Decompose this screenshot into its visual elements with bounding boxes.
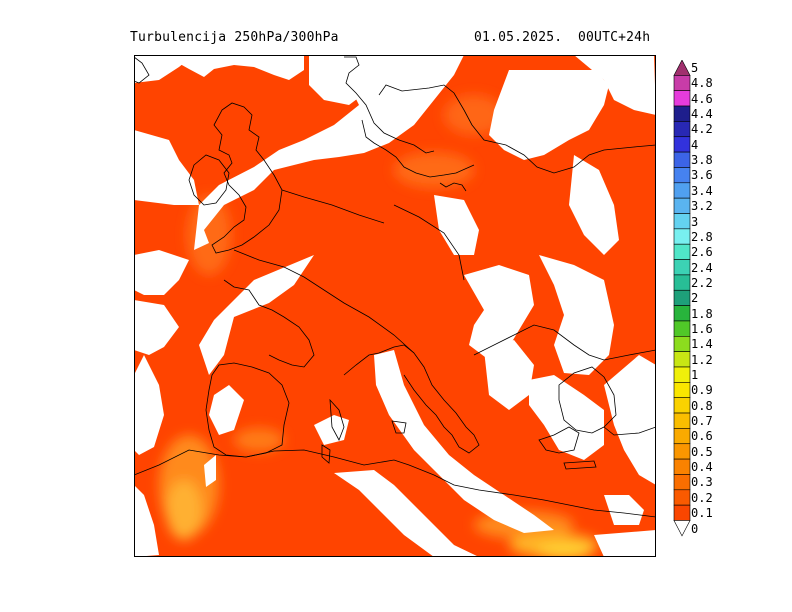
colorbar-swatch bbox=[673, 335, 691, 352]
map-title: Turbulencija 250hPa/300hPa bbox=[130, 30, 339, 45]
colorbar-swatch bbox=[673, 351, 691, 368]
colorbar-swatch bbox=[673, 90, 691, 107]
colorbar-label: 2.8 bbox=[691, 229, 713, 244]
colorbar-swatch bbox=[673, 274, 691, 291]
colorbar-swatch bbox=[673, 75, 691, 92]
colorbar-label: 3.4 bbox=[691, 183, 713, 198]
colorbar-label: 3.8 bbox=[691, 153, 713, 168]
colorbar-label: 5 bbox=[691, 61, 699, 75]
colorbar-label: 4.4 bbox=[691, 107, 713, 122]
colorbar-swatch bbox=[673, 213, 691, 230]
colorbar-label: 1.2 bbox=[691, 352, 713, 367]
colorbar-swatch bbox=[673, 412, 691, 429]
colorbar-label: 2.4 bbox=[691, 260, 713, 275]
colorbar-swatch bbox=[673, 228, 691, 245]
colorbar-swatch bbox=[673, 151, 691, 168]
colorbar-label: 0.3 bbox=[691, 475, 713, 490]
colorbar-swatch bbox=[673, 259, 691, 276]
colorbar-swatch bbox=[673, 305, 691, 322]
colorbar-swatch bbox=[673, 243, 691, 260]
colorbar-swatch bbox=[673, 182, 691, 199]
colorbar-label: 0.7 bbox=[691, 414, 713, 429]
colorbar-swatch bbox=[673, 489, 691, 506]
colorbar-swatch bbox=[673, 167, 691, 184]
colorbar-label: 4.2 bbox=[691, 122, 713, 137]
colorbar-label: 2.2 bbox=[691, 275, 713, 290]
colorbar-swatch bbox=[673, 474, 691, 491]
colorbar-swatch bbox=[673, 366, 691, 383]
colorbar-swatch bbox=[673, 397, 691, 414]
map-canvas bbox=[133, 55, 657, 559]
colorbar-label: 3 bbox=[691, 214, 699, 229]
colorbar-label: 0.4 bbox=[691, 460, 713, 475]
map-frame bbox=[134, 55, 656, 557]
colorbar-label: 1.6 bbox=[691, 321, 713, 336]
colorbar-label: 0.9 bbox=[691, 383, 713, 398]
colorbar-swatch bbox=[673, 504, 691, 521]
colorbar-swatch bbox=[673, 121, 691, 138]
colorbar-swatch bbox=[673, 320, 691, 337]
colorbar-swatch bbox=[673, 458, 691, 475]
colorbar-label: 1.4 bbox=[691, 337, 713, 352]
colorbar-label: 0.6 bbox=[691, 429, 713, 444]
colorbar-label: 4.6 bbox=[691, 91, 713, 106]
colorbar-label: 0.2 bbox=[691, 490, 713, 505]
turbulence-map bbox=[133, 55, 657, 559]
colorbar-swatch bbox=[673, 105, 691, 122]
forecast-date: 01.05.2025. bbox=[474, 30, 563, 45]
colorbar-label: 4 bbox=[691, 137, 699, 152]
colorbar-label: 4.8 bbox=[691, 76, 713, 91]
colorbar-swatch bbox=[673, 289, 691, 306]
colorbar-swatch bbox=[673, 520, 691, 537]
colorbar-label: 2.6 bbox=[691, 245, 713, 260]
colorbar-label: 1.8 bbox=[691, 306, 713, 321]
colorbar-swatch bbox=[673, 443, 691, 460]
colorbar-label: 1 bbox=[691, 368, 699, 382]
colorbar-swatch bbox=[673, 197, 691, 214]
colorbar-label: 0.5 bbox=[691, 444, 713, 459]
colorbar-label: 3.2 bbox=[691, 199, 713, 214]
colorbar-svg bbox=[673, 59, 691, 537]
colorbar-swatch bbox=[673, 136, 691, 153]
colorbar-label: 2 bbox=[691, 291, 699, 306]
colorbar-swatch bbox=[673, 59, 691, 76]
colorbar-swatch bbox=[673, 428, 691, 445]
colorbar-label: 0.8 bbox=[691, 398, 713, 413]
coastlines bbox=[133, 56, 657, 518]
colorbar-label: 3.6 bbox=[691, 168, 713, 183]
colorbar bbox=[672, 59, 692, 550]
colorbar-label: 0.1 bbox=[691, 506, 713, 521]
forecast-run: 00UTC+24h bbox=[578, 30, 651, 45]
colorbar-swatch bbox=[673, 382, 691, 399]
colorbar-label: 0 bbox=[691, 521, 699, 536]
